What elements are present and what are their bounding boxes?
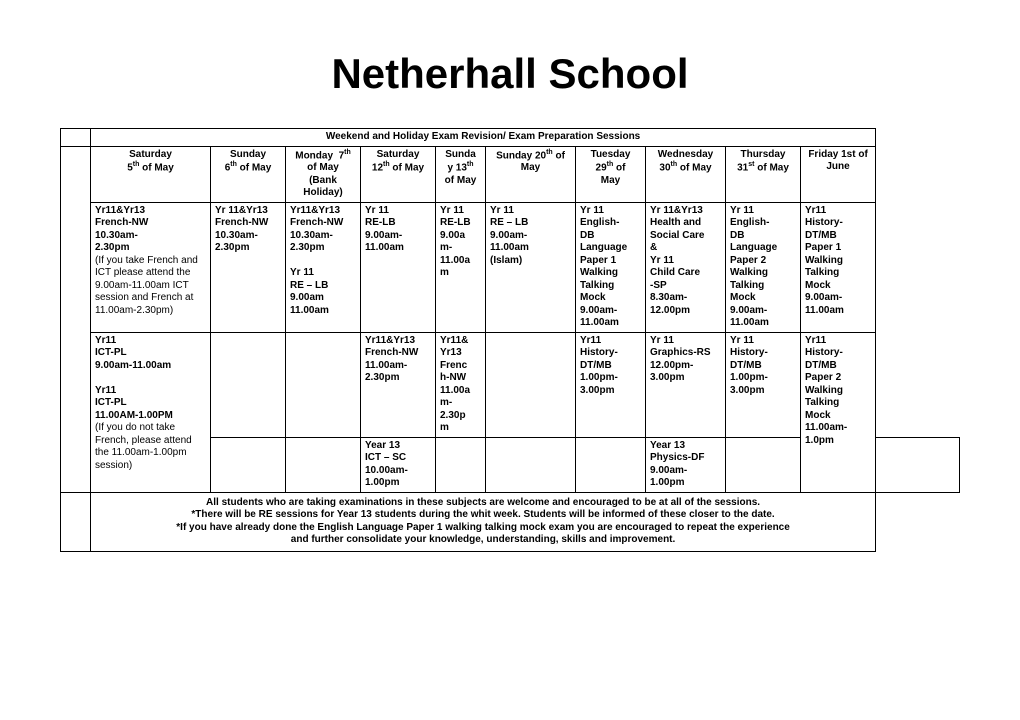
corner-cell	[61, 129, 91, 147]
col-header: Tuesday29th ofMay	[576, 146, 646, 202]
session-cell: Yr 11Graphics-RS12.00pm-3.00pm	[646, 332, 726, 437]
session-cell: Yr11History-DT/MBPaper 2WalkingTalkingMo…	[801, 332, 876, 492]
page-title: Netherhall School	[60, 50, 960, 98]
session-cell	[436, 437, 486, 492]
session-cell	[576, 437, 646, 492]
session-cell: Yr11&Yr13French-NW10.30am-2.30pm(If you …	[91, 202, 211, 332]
session-cell: Year 13ICT – SC10.00am-1.00pm	[361, 437, 436, 492]
col-header: Wednesday30th of May	[646, 146, 726, 202]
session-cell	[211, 332, 286, 437]
col-header: Sunday 13thof May	[436, 146, 486, 202]
col-header: Thursday31st of May	[726, 146, 801, 202]
col-header: Saturday12th of May	[361, 146, 436, 202]
banner-cell: Weekend and Holiday Exam Revision/ Exam …	[91, 129, 876, 147]
revision-timetable: Weekend and Holiday Exam Revision/ Exam …	[60, 128, 960, 552]
session-cell: Yr11&Yr13French-NW11.00am-2.30pm	[436, 332, 486, 437]
col-header: Friday 1st ofJune	[801, 146, 876, 202]
session-cell	[726, 437, 801, 492]
footer-notes: All students who are taking examinations…	[91, 492, 876, 551]
session-cell: Yr 11English-DBLanguagePaper 2WalkingTal…	[726, 202, 801, 332]
session-cell: Yr 11RE-LB9.00am-11.00am	[436, 202, 486, 332]
session-cell: Yr 11&Yr13French-NW10.30am-2.30pm	[211, 202, 286, 332]
session-cell: Year 13Physics-DF9.00am-1.00pm	[646, 437, 726, 492]
session-cell	[286, 437, 361, 492]
session-cell: Yr11&Yr13French-NW11.00am-2.30pm	[361, 332, 436, 437]
row-label-blank	[61, 146, 91, 492]
session-cell: Yr11History-DT/MB1.00pm-3.00pm	[576, 332, 646, 437]
footer-blank	[61, 492, 91, 551]
session-cell	[876, 437, 960, 492]
col-header: Saturday5th of May	[91, 146, 211, 202]
session-cell	[486, 332, 576, 437]
session-cell: Yr 11History-DT/MB1.00pm-3.00pm	[726, 332, 801, 437]
session-cell: Yr11ICT-PL9.00am-11.00amYr11ICT-PL11.00A…	[91, 332, 211, 492]
session-cell: Yr 11RE-LB9.00am-11.00am	[361, 202, 436, 332]
session-cell	[486, 437, 576, 492]
session-cell: Yr 11English-DBLanguagePaper 1WalkingTal…	[576, 202, 646, 332]
session-cell: Yr 11RE – LB9.00am-11.00am(Islam)	[486, 202, 576, 332]
col-header: Monday 7thof May(BankHoliday)	[286, 146, 361, 202]
col-header: Sunday6th of May	[211, 146, 286, 202]
session-cell	[286, 332, 361, 437]
session-cell	[211, 437, 286, 492]
session-cell: Yr 11&Yr13Health andSocial Care&Yr 11Chi…	[646, 202, 726, 332]
session-cell: Yr11&Yr13French-NW10.30am-2.30pmYr 11RE …	[286, 202, 361, 332]
col-header: Sunday 20th ofMay	[486, 146, 576, 202]
session-cell: Yr11History-DT/MBPaper 1WalkingTalkingMo…	[801, 202, 876, 332]
